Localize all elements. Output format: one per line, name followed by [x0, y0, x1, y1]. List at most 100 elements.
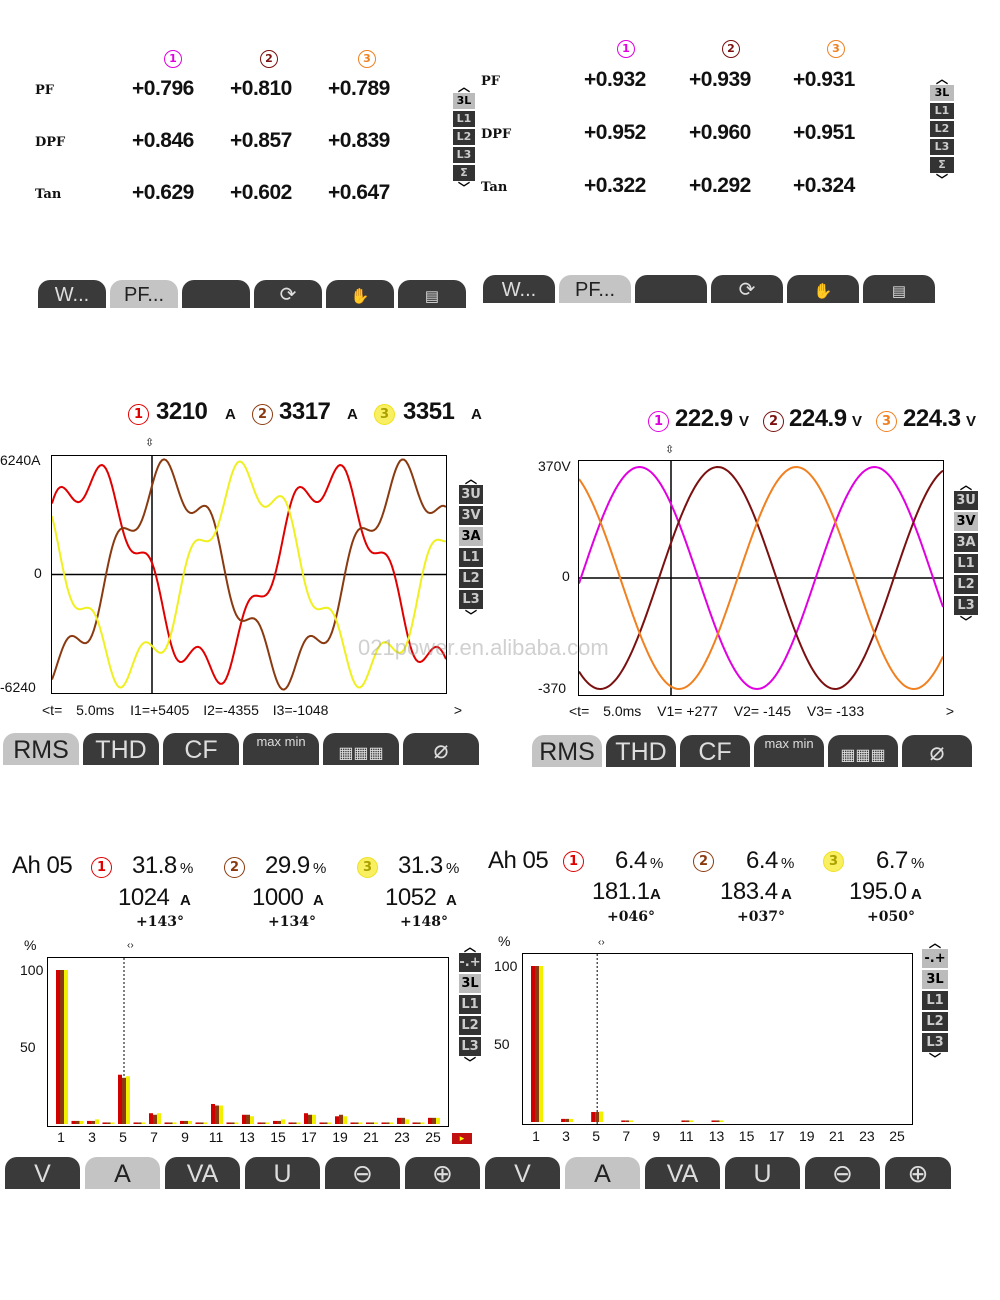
waveform-selector[interactable]: ︿ 3U 3V 3A L1 L2 L3 ﹀	[954, 478, 978, 629]
selector-3u[interactable]: 3U	[954, 491, 978, 510]
selector-l2[interactable]: L2	[922, 1012, 948, 1031]
selector-expand[interactable]: -.+	[922, 949, 948, 968]
selector-3u[interactable]: 3U	[459, 485, 483, 504]
va-button[interactable]: VA	[645, 1157, 720, 1189]
selector-l3[interactable]: L3	[459, 590, 483, 609]
pf-button[interactable]: PF...	[559, 275, 631, 303]
pf-button[interactable]: PF...	[110, 280, 178, 308]
selector-l1[interactable]: L1	[922, 991, 948, 1010]
phase-selector[interactable]: ︿ 3L L1 L2 L3 Σ ﹀	[453, 80, 475, 195]
harmonic-bar-5-phase-3	[126, 1076, 130, 1124]
rms-button[interactable]: RMS	[3, 733, 79, 765]
scroll-up-icon[interactable]: ︿	[935, 72, 948, 86]
y-50-label: 50	[494, 1036, 510, 1052]
harmonic-bar-12-phase-3	[234, 1122, 239, 1124]
blank-button[interactable]	[635, 275, 707, 303]
selector-l2[interactable]: L2	[459, 569, 483, 588]
scroll-up-icon[interactable]: ︿	[464, 472, 477, 486]
phasor-button[interactable]: ⌀	[902, 735, 972, 767]
selector-expand[interactable]: -.+	[459, 953, 481, 972]
phase-selector[interactable]: ︿ 3L L1 L2 L3 Σ ﹀	[930, 72, 954, 187]
selector-l3[interactable]: L3	[922, 1033, 948, 1052]
harmonic-selector[interactable]: ︿ -.+ 3L L1 L2 L3 ﹀	[459, 940, 481, 1070]
hold-button[interactable]: ✋	[787, 275, 859, 303]
cf-button[interactable]: CF	[680, 735, 750, 767]
scroll-down-icon[interactable]: ﹀	[959, 615, 972, 629]
selector-3l[interactable]: 3L	[459, 974, 481, 993]
selector-l1[interactable]: L1	[930, 103, 954, 119]
zoom-out-button[interactable]: ⊖	[325, 1157, 400, 1189]
cf-button[interactable]: CF	[163, 733, 239, 765]
selector-l3[interactable]: L3	[930, 139, 954, 155]
hold-button[interactable]: ✋	[326, 280, 394, 308]
selector-l1[interactable]: L1	[459, 995, 481, 1014]
scroll-down-icon[interactable]: ﹀	[463, 1056, 476, 1070]
selector-l3[interactable]: L3	[459, 1037, 481, 1056]
waveform-selector[interactable]: ︿ 3U 3V 3A L1 L2 L3 ﹀	[459, 472, 483, 623]
scroll-down-icon[interactable]: ﹀	[457, 181, 470, 195]
phase-3-marker: 3	[374, 404, 395, 425]
va-button[interactable]: VA	[165, 1157, 240, 1189]
selector-l2[interactable]: L2	[930, 121, 954, 137]
v-button[interactable]: V	[485, 1157, 560, 1189]
zoom-in-button[interactable]: ⊕	[885, 1157, 951, 1189]
scroll-down-icon[interactable]: ﹀	[928, 1052, 941, 1066]
u-button[interactable]: U	[245, 1157, 320, 1189]
selector-3a[interactable]: 3A	[954, 533, 978, 552]
selector-l1[interactable]: L1	[459, 548, 483, 567]
voltage-waveform-plot[interactable]	[578, 460, 944, 696]
harmonic-selector[interactable]: ︿ -.+ 3L L1 L2 L3 ﹀	[922, 936, 948, 1066]
selector-l3[interactable]: L3	[453, 147, 475, 163]
scroll-down-icon[interactable]: ﹀	[935, 173, 948, 187]
selector-3v[interactable]: 3V	[459, 506, 483, 525]
zoom-out-button[interactable]: ⊖	[805, 1157, 880, 1189]
cursor-next-arrow[interactable]: >	[945, 703, 954, 719]
selector-3l[interactable]: 3L	[930, 85, 954, 101]
trash-button[interactable]: ▤	[398, 280, 466, 308]
w-button[interactable]: W...	[38, 280, 106, 308]
harmonic-bar-chart[interactable]	[47, 957, 449, 1127]
refresh-button[interactable]: ⟳	[254, 280, 322, 308]
refresh-button[interactable]: ⟳	[711, 275, 783, 303]
thd-button[interactable]: THD	[606, 735, 676, 767]
zoom-in-button[interactable]: ⊕	[405, 1157, 480, 1189]
v-button[interactable]: V	[5, 1157, 80, 1189]
selector-l3[interactable]: L3	[954, 596, 978, 615]
selector-l2[interactable]: L2	[453, 129, 475, 145]
next-page-icon[interactable]: ▸	[452, 1133, 472, 1144]
w-button[interactable]: W...	[483, 275, 555, 303]
selector-l2[interactable]: L2	[459, 1016, 481, 1035]
x-tick-label: 21	[363, 1129, 379, 1145]
selector-l2[interactable]: L2	[954, 575, 978, 594]
rms-button[interactable]: RMS	[532, 735, 602, 767]
selector-sum[interactable]: Σ	[930, 157, 954, 173]
harmonics-button[interactable]: ▦▦▦	[323, 733, 399, 765]
selector-3l[interactable]: 3L	[453, 93, 475, 109]
selector-3a[interactable]: 3A	[459, 527, 483, 546]
harmonic-bar-chart[interactable]	[522, 953, 913, 1125]
selector-l1[interactable]: L1	[954, 554, 978, 573]
scroll-up-icon[interactable]: ︿	[928, 936, 941, 950]
trash-button[interactable]: ▤	[863, 275, 935, 303]
blank-button[interactable]	[182, 280, 250, 308]
a-button[interactable]: A	[565, 1157, 640, 1189]
x-tick-label: 21	[829, 1128, 845, 1144]
selector-sum[interactable]: Σ	[453, 165, 475, 181]
thd-button[interactable]: THD	[83, 733, 159, 765]
cursor-next-arrow[interactable]: >	[453, 702, 462, 718]
a-button[interactable]: A	[85, 1157, 160, 1189]
scroll-down-icon[interactable]: ﹀	[464, 609, 477, 623]
selector-3l[interactable]: 3L	[922, 970, 948, 989]
scroll-up-icon[interactable]: ︿	[463, 940, 476, 954]
selector-3v[interactable]: 3V	[954, 512, 978, 531]
scroll-up-icon[interactable]: ︿	[457, 80, 470, 94]
current-waveform-plot[interactable]	[51, 455, 447, 694]
selector-l1[interactable]: L1	[453, 111, 475, 127]
max-min-button[interactable]: max min	[243, 733, 319, 765]
scroll-up-icon[interactable]: ︿	[959, 478, 972, 492]
harmonic-bar-19-phase-2	[339, 1114, 343, 1124]
phasor-button[interactable]: ⌀	[403, 733, 479, 765]
u-button[interactable]: U	[725, 1157, 800, 1189]
max-min-button[interactable]: max min	[754, 735, 824, 767]
harmonics-button[interactable]: ▦▦▦	[828, 735, 898, 767]
